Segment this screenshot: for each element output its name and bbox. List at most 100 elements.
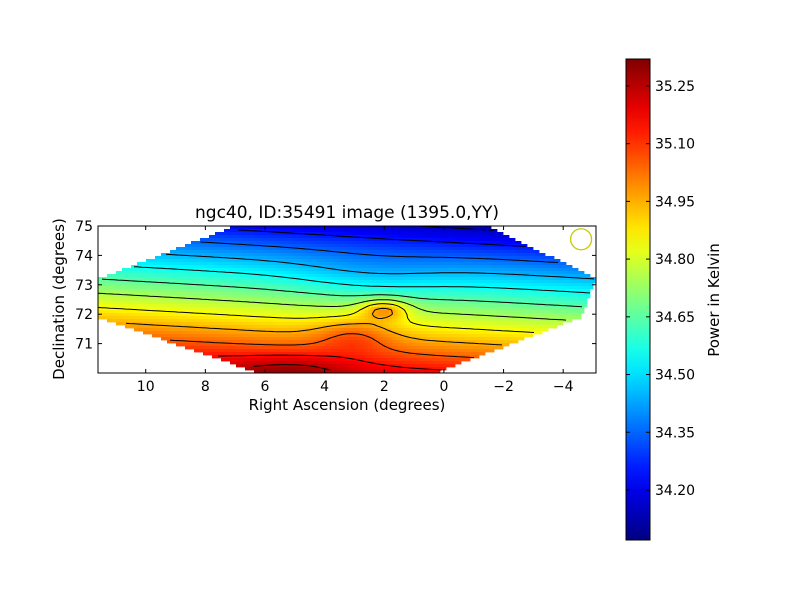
heatmap-cell [401, 247, 405, 251]
heatmap-cell [491, 277, 495, 281]
heatmap-cell [446, 259, 450, 263]
heatmap-cell [209, 250, 213, 254]
heatmap-cell [239, 295, 243, 299]
heatmap-cell [113, 298, 117, 302]
heatmap-cell [488, 310, 492, 314]
heatmap-cell [386, 283, 390, 287]
heatmap-cell [527, 268, 531, 272]
heatmap-cell [302, 271, 306, 275]
heatmap-cell [395, 310, 399, 314]
heatmap-cell [290, 298, 294, 302]
heatmap-cell [413, 268, 417, 272]
heatmap-cell [317, 307, 321, 311]
heatmap-cell [572, 304, 576, 308]
heatmap-cell [224, 232, 228, 236]
heatmap-cell [350, 262, 354, 266]
heatmap-cell [302, 256, 306, 260]
heatmap-cell [185, 286, 189, 290]
heatmap-cell [179, 277, 183, 281]
heatmap-cell [509, 292, 513, 296]
heatmap-cell [470, 238, 474, 242]
heatmap-cell [476, 259, 480, 263]
heatmap-cell [332, 292, 336, 296]
heatmap-cell [203, 262, 207, 266]
heatmap-cell [476, 226, 480, 230]
heatmap-cell [188, 289, 192, 293]
heatmap-cell [185, 316, 189, 320]
heatmap-cell [551, 304, 555, 308]
heatmap-cell [479, 283, 483, 287]
heatmap-cell [407, 241, 411, 245]
heatmap-cell [113, 304, 117, 308]
heatmap-cell [290, 232, 294, 236]
heatmap-cell [293, 238, 297, 242]
heatmap-cell [170, 274, 174, 278]
heatmap-cell [242, 316, 246, 320]
heatmap-cell [581, 283, 585, 287]
heatmap-cell [272, 229, 276, 233]
heatmap-cell [107, 307, 111, 311]
heatmap-cell [410, 241, 414, 245]
heatmap-cell [266, 271, 270, 275]
heatmap-cell [455, 313, 459, 317]
heatmap-cell [461, 310, 465, 314]
heatmap-cell [581, 304, 585, 308]
heatmap-cell [479, 226, 483, 230]
heatmap-cell [251, 262, 255, 266]
heatmap-cell [197, 259, 201, 263]
heatmap-cell [494, 232, 498, 236]
heatmap-cell [266, 292, 270, 296]
heatmap-cell [398, 244, 402, 248]
heatmap-cell [443, 322, 447, 326]
heatmap-cell [260, 319, 264, 323]
heatmap-cell [125, 301, 129, 305]
heatmap-cell [503, 247, 507, 251]
heatmap-cell [431, 316, 435, 320]
heatmap-cell [404, 328, 408, 332]
heatmap-cell [215, 244, 219, 248]
heatmap-cell [401, 316, 405, 320]
heatmap-cell [473, 283, 477, 287]
heatmap-cell [155, 319, 159, 323]
heatmap-cell [272, 250, 276, 254]
heatmap-cell [320, 238, 324, 242]
heatmap-cell [260, 328, 264, 332]
heatmap-cell [386, 322, 390, 326]
heatmap-cell [560, 310, 564, 314]
heatmap-cell [170, 325, 174, 329]
heatmap-cell [347, 307, 351, 311]
heatmap-cell [392, 271, 396, 275]
heatmap-cell [578, 280, 582, 284]
heatmap-cell [131, 307, 135, 311]
heatmap-cell [482, 322, 486, 326]
heatmap-cell [494, 289, 498, 293]
heatmap-cell [98, 295, 102, 299]
heatmap-cell [578, 283, 582, 287]
heatmap-cell [581, 301, 585, 305]
heatmap-cell [200, 301, 204, 305]
heatmap-cell [164, 313, 168, 317]
heatmap-cell [170, 292, 174, 296]
heatmap-cell [302, 283, 306, 287]
heatmap-cell [494, 307, 498, 311]
heatmap-cell [194, 277, 198, 281]
heatmap-cell [479, 265, 483, 269]
heatmap-cell [113, 280, 117, 284]
heatmap-cell [176, 247, 180, 251]
heatmap-cell [230, 304, 234, 308]
heatmap-cell [530, 286, 534, 290]
heatmap-cell [113, 310, 117, 314]
heatmap-cell [347, 325, 351, 329]
heatmap-cell [578, 277, 582, 281]
heatmap-cell [287, 295, 291, 299]
heatmap-cell [380, 274, 384, 278]
heatmap-cell [284, 229, 288, 233]
heatmap-cell [416, 277, 420, 281]
heatmap-cell [431, 229, 435, 233]
heatmap-cell [356, 262, 360, 266]
heatmap-cell [317, 313, 321, 317]
heatmap-cell [197, 247, 201, 251]
heatmap-cell [338, 277, 342, 281]
heatmap-cell [407, 265, 411, 269]
heatmap-cell [527, 271, 531, 275]
